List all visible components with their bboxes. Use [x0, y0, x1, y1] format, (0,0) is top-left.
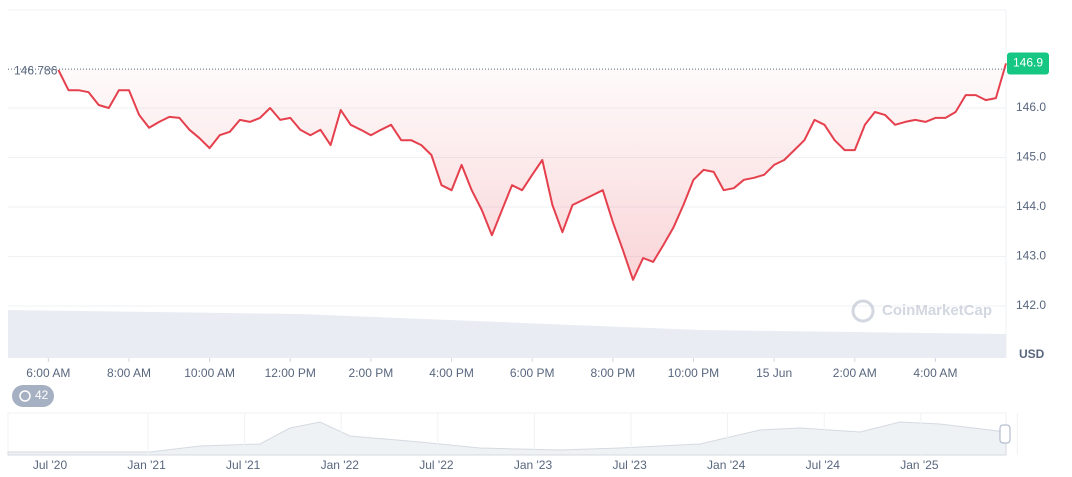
- area-fill: [58, 63, 1006, 280]
- x-tick-label: 8:00 AM: [107, 366, 151, 380]
- x-tick-label: 12:00 PM: [265, 366, 316, 380]
- navigator-label: Jul '22: [419, 458, 454, 472]
- history-badge[interactable]: 42: [12, 385, 54, 407]
- navigator-label: Jan '23: [514, 458, 553, 472]
- y-tick-label: 144.0: [1016, 199, 1046, 213]
- watermark: CoinMarketCap: [851, 299, 992, 323]
- navigator-label: Jan '21: [127, 458, 166, 472]
- y-tick-label: 143.0: [1016, 249, 1046, 263]
- y-tick-label: 142.0: [1016, 298, 1046, 312]
- x-tick-label: 10:00 PM: [668, 366, 719, 380]
- navigator-label: Jul '24: [806, 458, 841, 472]
- y-axis-label: USD: [1019, 347, 1045, 361]
- navigator-label: Jul '23: [612, 458, 647, 472]
- x-tick-label: 2:00 AM: [833, 366, 877, 380]
- navigator-label: Jul '21: [226, 458, 261, 472]
- current-price-badge: [1007, 52, 1049, 75]
- x-tick-label: 10:00 AM: [184, 366, 235, 380]
- y-tick-label: 145.0: [1016, 150, 1046, 164]
- navigator-handle[interactable]: [999, 424, 1011, 444]
- navigator-series: [7, 421, 1007, 456]
- volume-area: [8, 310, 1006, 358]
- watermark-text: CoinMarketCap: [882, 302, 992, 319]
- navigator-label: Jul '20: [33, 458, 68, 472]
- badge-count: 42: [35, 388, 49, 402]
- y-tick-label: 146.0: [1016, 100, 1046, 114]
- navigator-label: Jan '25: [900, 458, 939, 472]
- navigator-label: Jan '22: [321, 458, 360, 472]
- x-tick-label: 6:00 PM: [510, 366, 555, 380]
- x-tick-label: 6:00 AM: [26, 366, 70, 380]
- start-price-label: 146.786: [14, 63, 58, 77]
- x-tick-label: 4:00 AM: [913, 366, 957, 380]
- x-tick-label: 15 Jun: [756, 366, 792, 380]
- x-tick-label: 8:00 PM: [590, 366, 635, 380]
- x-tick-label: 2:00 PM: [349, 366, 394, 380]
- price-line: [57, 63, 1007, 281]
- x-tick-label: 4:00 PM: [429, 366, 474, 380]
- navigator-label: Jan '24: [707, 458, 746, 472]
- current-price-label: 146.9: [1013, 56, 1043, 70]
